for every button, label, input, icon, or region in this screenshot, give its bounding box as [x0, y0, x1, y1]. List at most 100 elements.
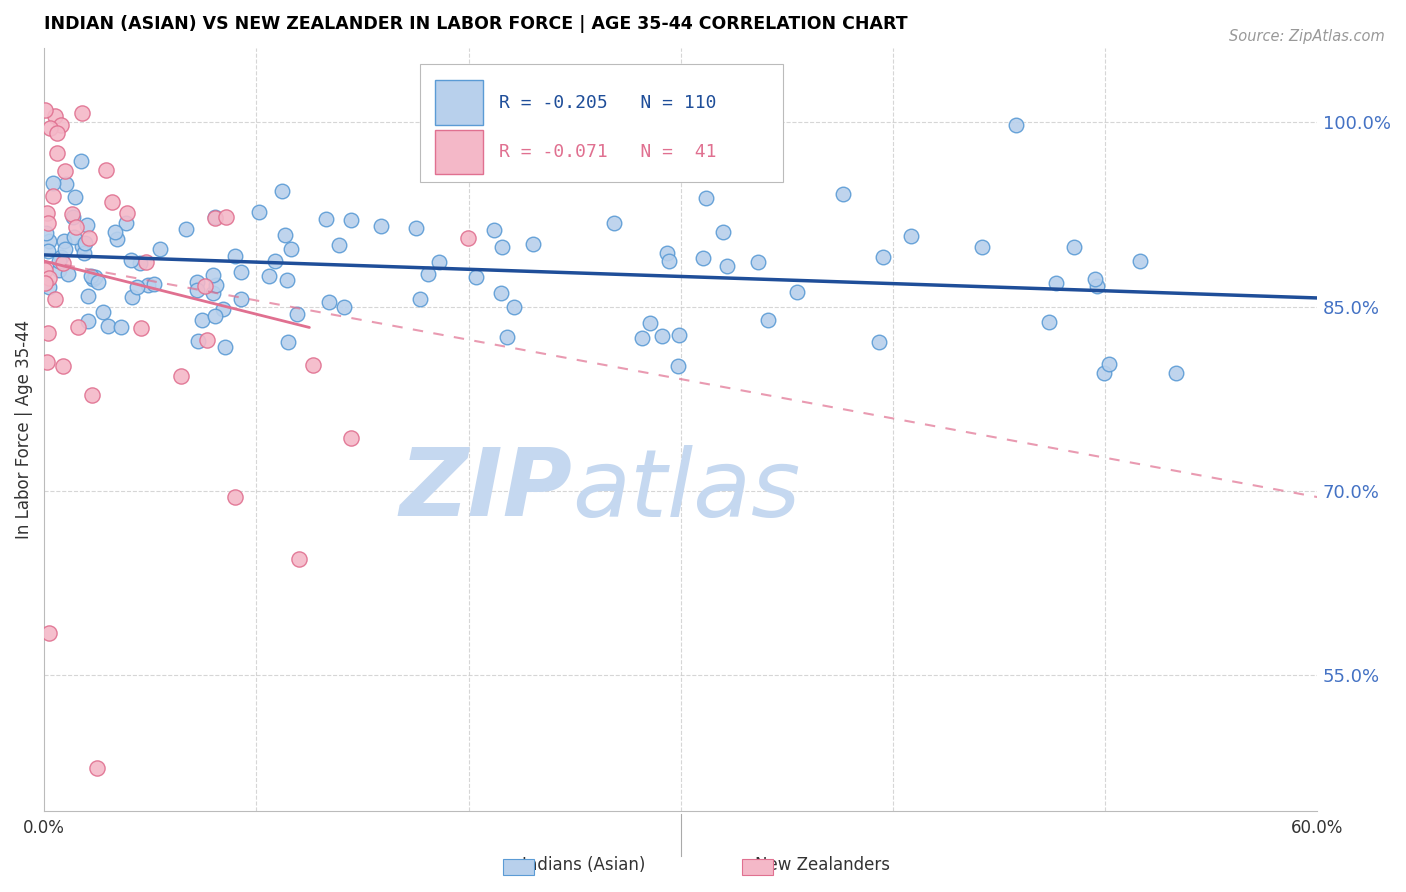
Point [657, 246, 679, 260]
Point [340, 431, 363, 445]
Point [786, 285, 808, 300]
Point [56, 267, 79, 281]
Point [716, 259, 738, 273]
Point [103, 225, 125, 239]
Point [35, 226, 58, 240]
Point [832, 187, 855, 202]
Point [489, 285, 512, 300]
Point [62, 210, 84, 224]
Point [1098, 357, 1121, 371]
Y-axis label: In Labor Force | Age 35-44: In Labor Force | Age 35-44 [15, 320, 32, 539]
Point [101, 195, 124, 210]
Point [1085, 279, 1108, 293]
Point [60, 207, 83, 221]
Point [87, 275, 110, 289]
Point [340, 213, 363, 227]
Point [186, 275, 208, 289]
Text: R = -0.205   N = 110: R = -0.205 N = 110 [499, 94, 716, 112]
Point [91, 305, 114, 319]
Point [70, 154, 93, 169]
Point [204, 211, 226, 225]
Point [38, 235, 60, 249]
Point [136, 278, 159, 293]
Point [970, 240, 993, 254]
Point [204, 310, 226, 324]
Point [120, 252, 142, 267]
Point [418, 267, 440, 281]
Point [73, 246, 96, 260]
Point [427, 254, 450, 268]
Point [1084, 272, 1107, 286]
Point [77, 230, 100, 244]
Point [115, 206, 138, 220]
Point [45, 145, 67, 160]
Point [264, 254, 287, 268]
Point [194, 278, 217, 293]
Point [692, 251, 714, 265]
Point [46, 126, 69, 140]
Text: New Zealanders: New Zealanders [755, 856, 890, 874]
Point [76, 218, 98, 232]
Bar [434, 130, 484, 174]
Point [191, 313, 214, 327]
Point [756, 313, 779, 327]
Point [37, 244, 59, 258]
Point [48, 254, 70, 268]
Point [1004, 118, 1026, 132]
Point [1092, 367, 1115, 381]
Point [48, 263, 70, 277]
Point [276, 273, 298, 287]
Point [34, 103, 56, 117]
Text: Indians (Asian): Indians (Asian) [522, 856, 645, 874]
Point [666, 359, 689, 373]
Point [42, 176, 65, 190]
Point [94, 163, 117, 178]
Point [82, 272, 104, 286]
Point [195, 333, 218, 347]
Point [215, 210, 238, 224]
Point [187, 334, 209, 348]
Point [457, 230, 479, 244]
Point [39, 121, 62, 136]
Point [121, 290, 143, 304]
Point [603, 216, 626, 230]
Point [212, 302, 235, 317]
Point [53, 234, 76, 248]
Point [176, 222, 198, 236]
Point [201, 286, 224, 301]
Point [285, 307, 308, 321]
Point [63, 190, 86, 204]
Point [872, 250, 894, 264]
Point [482, 223, 505, 237]
Point [97, 318, 120, 333]
Point [318, 294, 340, 309]
Point [280, 242, 302, 256]
Point [52, 359, 75, 374]
Text: R = -0.071   N =  41: R = -0.071 N = 41 [499, 143, 716, 161]
Point [53, 242, 76, 256]
Point [328, 238, 350, 252]
Point [49, 118, 72, 132]
Point [110, 319, 132, 334]
Point [149, 242, 172, 256]
Text: Source: ZipAtlas.com: Source: ZipAtlas.com [1229, 29, 1385, 44]
Point [83, 270, 105, 285]
Point [1038, 315, 1060, 329]
Point [142, 277, 165, 291]
Point [1045, 277, 1067, 291]
Point [44, 292, 66, 306]
Point [315, 211, 337, 226]
Point [77, 314, 100, 328]
Point [41, 189, 63, 203]
Point [86, 760, 108, 774]
Point [333, 301, 356, 315]
Point [62, 230, 84, 244]
Point [711, 226, 734, 240]
Point [170, 368, 193, 383]
Point [34, 262, 56, 277]
Point [229, 292, 252, 306]
Point [868, 334, 890, 349]
Point [205, 278, 228, 293]
Point [129, 256, 152, 270]
Point [72, 106, 94, 120]
